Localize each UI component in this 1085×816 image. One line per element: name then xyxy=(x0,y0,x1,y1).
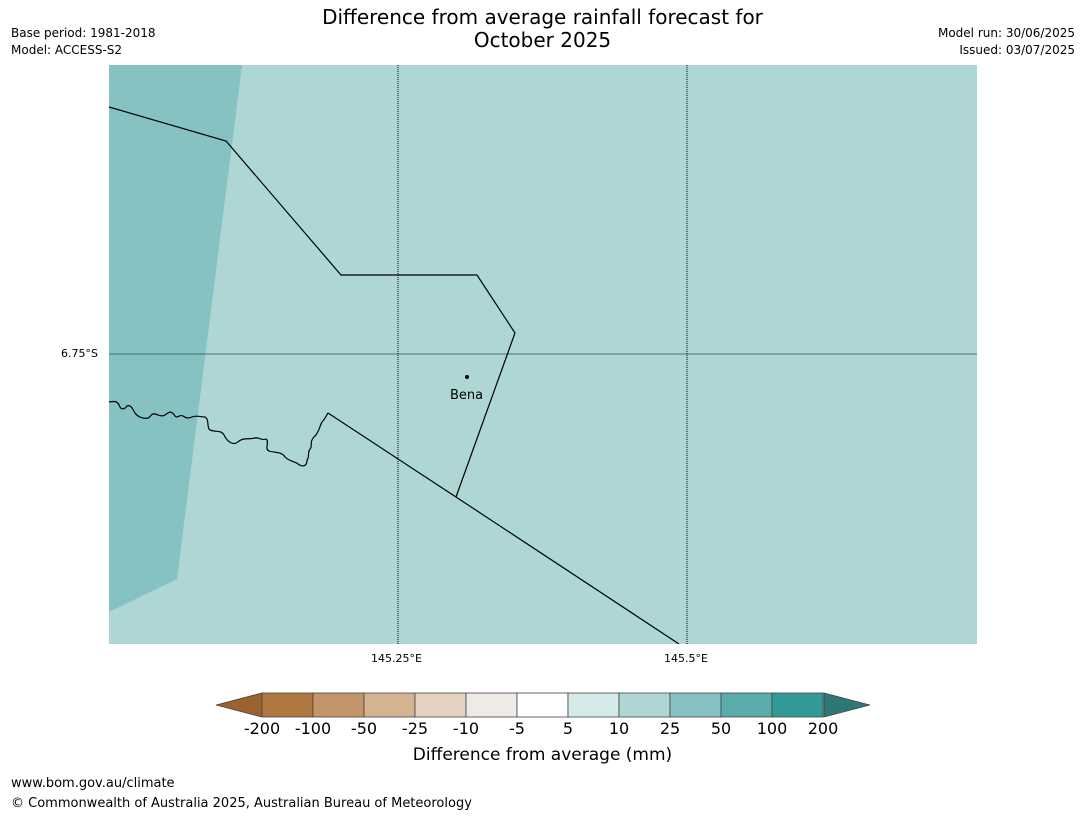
colorbar xyxy=(216,692,870,718)
colorbar-tick-label: 5 xyxy=(562,719,574,738)
latitude-label: 6.75°S xyxy=(61,347,98,360)
colorbar-tick-label: 10 xyxy=(608,719,630,738)
colorbar-segment xyxy=(669,692,722,718)
colorbar-tick-label: 100 xyxy=(756,719,788,738)
longitude-label-2: 145.5°E xyxy=(664,652,708,665)
colorbar-title: Difference from average (mm) xyxy=(412,745,673,765)
longitude-label-1: 145.25°E xyxy=(371,652,422,665)
colorbar-segment xyxy=(261,692,314,718)
colorbar-tick-label: -200 xyxy=(243,719,281,738)
base-period: Base period: 1981-2018 xyxy=(11,26,156,40)
title-line-2: October 2025 xyxy=(473,28,612,52)
model-run: Model run: 30/06/2025 xyxy=(937,26,1075,40)
colorbar-tick-label: -50 xyxy=(350,719,378,738)
colorbar-tick-label: -10 xyxy=(452,719,480,738)
colorbar-segment xyxy=(465,692,518,718)
colorbar-segment xyxy=(363,692,416,718)
colorbar-segment xyxy=(414,692,467,718)
location-dot-icon xyxy=(465,375,469,379)
region-fill-west xyxy=(109,65,242,612)
river-line xyxy=(109,400,329,467)
colorbar-tick-label: 200 xyxy=(807,719,839,738)
model-name: Model: ACCESS-S2 xyxy=(11,43,123,57)
map-title: Difference from average rainfall forecas… xyxy=(0,6,1085,52)
colorbar-segment xyxy=(618,692,671,718)
map-panel xyxy=(109,65,977,644)
colorbar-extend-low xyxy=(216,692,263,718)
colorbar-segment xyxy=(312,692,365,718)
title-line-1: Difference from average rainfall forecas… xyxy=(322,5,763,29)
meta-right: Model run: 30/06/2025 Issued: 03/07/2025 xyxy=(938,25,1075,59)
colorbar-segment xyxy=(567,692,620,718)
colorbar-tick-label: -5 xyxy=(509,719,525,738)
place-label-bena: Bena xyxy=(450,388,484,403)
province-boundary-south xyxy=(327,412,680,644)
colorbar-tick-label: 25 xyxy=(659,719,681,738)
colorbar-segment xyxy=(771,692,824,718)
colorbar-tick-label: 50 xyxy=(710,719,732,738)
footer-copyright: © Commonwealth of Australia 2025, Austra… xyxy=(11,796,472,811)
footer-url: www.bom.gov.au/climate xyxy=(11,776,175,791)
province-boundary-north xyxy=(109,106,516,498)
issued-date: Issued: 03/07/2025 xyxy=(959,43,1075,57)
colorbar-extend-high xyxy=(823,692,870,718)
colorbar-segment xyxy=(720,692,773,718)
colorbar-tick-label: -100 xyxy=(294,719,332,738)
colorbar-segment xyxy=(516,692,569,718)
meta-left: Base period: 1981-2018 Model: ACCESS-S2 xyxy=(11,25,156,59)
colorbar-tick-label: -25 xyxy=(401,719,429,738)
